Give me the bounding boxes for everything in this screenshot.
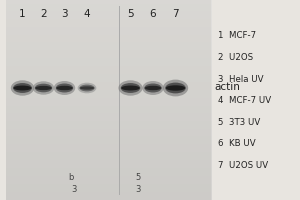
Text: 6: 6 xyxy=(150,9,156,19)
Text: 3: 3 xyxy=(135,184,141,194)
Text: 1  MCF-7: 1 MCF-7 xyxy=(218,31,256,40)
Ellipse shape xyxy=(163,80,188,96)
Ellipse shape xyxy=(11,80,34,96)
Ellipse shape xyxy=(118,80,142,96)
Text: 2: 2 xyxy=(40,9,47,19)
Ellipse shape xyxy=(145,86,161,90)
Text: 1: 1 xyxy=(19,9,26,19)
Text: 4  MCF-7 UV: 4 MCF-7 UV xyxy=(218,96,271,105)
Ellipse shape xyxy=(142,81,164,95)
Ellipse shape xyxy=(13,83,32,93)
Text: 3  Hela UV: 3 Hela UV xyxy=(218,75,263,84)
Bar xyxy=(6,0,211,200)
Ellipse shape xyxy=(121,83,140,93)
Text: b: b xyxy=(68,172,73,182)
Text: 7: 7 xyxy=(172,9,179,19)
Text: 6  KB UV: 6 KB UV xyxy=(218,140,255,148)
Ellipse shape xyxy=(80,86,94,90)
Text: 4: 4 xyxy=(84,9,90,19)
Ellipse shape xyxy=(54,81,75,95)
Ellipse shape xyxy=(56,86,73,90)
Text: actin: actin xyxy=(214,82,240,92)
Text: 2  U2OS: 2 U2OS xyxy=(218,53,253,62)
Ellipse shape xyxy=(35,84,52,92)
Ellipse shape xyxy=(78,83,96,93)
Text: 7  U2OS UV: 7 U2OS UV xyxy=(218,161,268,170)
Ellipse shape xyxy=(14,86,32,90)
Ellipse shape xyxy=(56,83,73,92)
Ellipse shape xyxy=(33,81,54,95)
Text: 5: 5 xyxy=(135,172,141,182)
Ellipse shape xyxy=(144,83,162,92)
Ellipse shape xyxy=(35,86,52,90)
Ellipse shape xyxy=(80,85,94,91)
Ellipse shape xyxy=(166,85,185,91)
Text: 5  3T3 UV: 5 3T3 UV xyxy=(218,118,260,127)
Text: 5: 5 xyxy=(127,9,134,19)
Ellipse shape xyxy=(165,83,186,93)
Ellipse shape xyxy=(121,86,140,90)
Text: 3: 3 xyxy=(61,9,68,19)
Text: 3: 3 xyxy=(71,184,76,194)
